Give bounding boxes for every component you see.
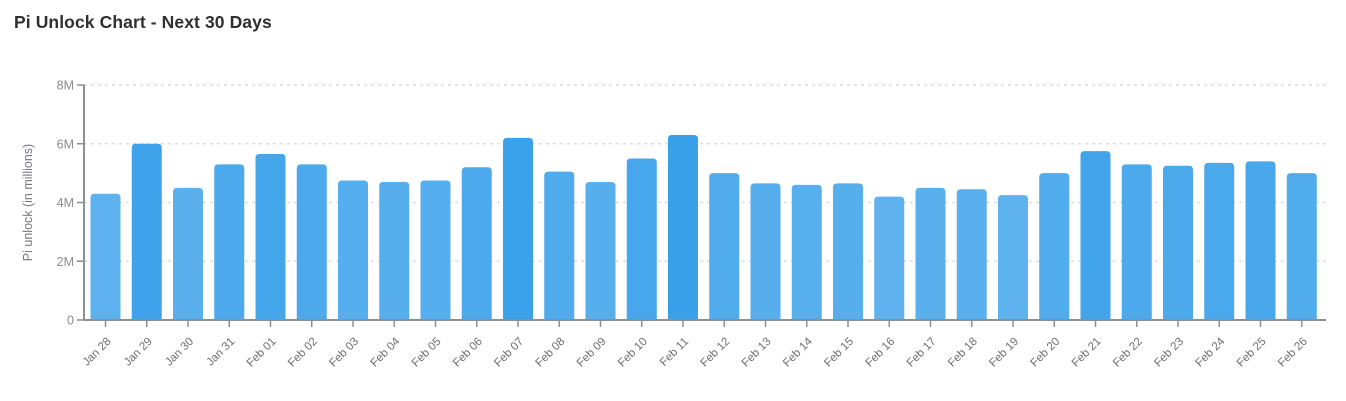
- x-tick-label-Feb-25: Feb 25: [1235, 336, 1269, 370]
- x-tick-label-Feb-11: Feb 11: [658, 336, 691, 369]
- x-tick-label-Feb-04: Feb 04: [369, 335, 403, 369]
- bar-Feb-03[interactable]: [338, 180, 368, 319]
- x-tick-label-Feb-15: Feb 15: [822, 336, 856, 370]
- bar-Feb-20[interactable]: [1039, 173, 1070, 319]
- x-tick-label-Feb-10: Feb 10: [616, 336, 650, 370]
- x-tick-label-Jan-28: Jan 28: [81, 336, 114, 369]
- chart-title: Pi Unlock Chart - Next 30 Days: [14, 12, 272, 32]
- bar-Feb-06[interactable]: [461, 167, 492, 319]
- bar-Jan-31[interactable]: [214, 164, 245, 319]
- bar-Feb-26[interactable]: [1286, 173, 1317, 319]
- x-tick-label-Feb-24: Feb 24: [1194, 335, 1228, 369]
- bar-Feb-05[interactable]: [420, 180, 451, 319]
- bar-Jan-30[interactable]: [173, 187, 203, 319]
- y-tick-label: 0: [67, 314, 74, 328]
- bar-Feb-25[interactable]: [1245, 161, 1276, 319]
- y-tick-label: 4M: [57, 196, 74, 210]
- x-tick-label-Feb-17: Feb 17: [905, 336, 939, 370]
- x-tick-label-Feb-22: Feb 22: [1111, 336, 1145, 370]
- bar-Feb-02[interactable]: [296, 164, 327, 319]
- x-tick-label-Feb-01: Feb 01: [245, 336, 279, 370]
- x-tick-label-Feb-21: Feb 21: [1070, 336, 1104, 370]
- x-tick-label-Feb-05: Feb 05: [410, 336, 444, 370]
- bar-Jan-28[interactable]: [90, 193, 121, 319]
- y-axis-title: Pi unlock (in millions): [21, 144, 35, 261]
- bar-Feb-22[interactable]: [1121, 164, 1152, 319]
- bar-Jan-29[interactable]: [131, 143, 162, 319]
- y-tick-label: 6M: [57, 137, 74, 151]
- y-tick-label: 2M: [57, 255, 74, 269]
- bar-Feb-23[interactable]: [1163, 165, 1193, 319]
- bar-Feb-14[interactable]: [791, 184, 822, 319]
- x-tick-label-Feb-06: Feb 06: [451, 336, 485, 370]
- bar-Feb-07[interactable]: [503, 137, 533, 319]
- bar-Feb-16[interactable]: [874, 196, 905, 319]
- x-tick-label-Jan-29: Jan 29: [122, 336, 155, 369]
- bar-Feb-17[interactable]: [915, 187, 946, 319]
- bar-Feb-15[interactable]: [833, 183, 863, 319]
- bar-Feb-18[interactable]: [956, 189, 987, 319]
- x-tick-label-Jan-30: Jan 30: [163, 336, 196, 369]
- x-tick-label-Jan-31: Jan 31: [204, 336, 237, 369]
- bar-Feb-04[interactable]: [379, 181, 410, 319]
- bar-Feb-24[interactable]: [1204, 162, 1235, 319]
- x-tick-label-Feb-26: Feb 26: [1276, 336, 1310, 370]
- x-tick-label-Feb-19: Feb 19: [987, 336, 1021, 370]
- x-tick-label-Feb-23: Feb 23: [1152, 336, 1186, 370]
- bar-Feb-10[interactable]: [626, 158, 657, 319]
- x-tick-label-Feb-18: Feb 18: [946, 336, 980, 370]
- bar-Feb-12[interactable]: [709, 173, 740, 319]
- x-tick-label-Feb-12: Feb 12: [699, 336, 733, 370]
- x-tick-label-Feb-13: Feb 13: [740, 336, 774, 370]
- x-tick-label-Feb-09: Feb 09: [575, 336, 609, 370]
- x-tick-label-Feb-16: Feb 16: [864, 336, 898, 370]
- bar-Feb-11[interactable]: [668, 134, 698, 319]
- bar-Feb-13[interactable]: [750, 183, 781, 319]
- x-tick-label-Feb-02: Feb 02: [286, 336, 320, 370]
- bar-Feb-19[interactable]: [998, 195, 1028, 319]
- x-tick-label-Feb-03: Feb 03: [327, 336, 361, 370]
- y-tick-label: 8M: [57, 79, 74, 93]
- x-tick-label-Feb-14: Feb 14: [781, 335, 815, 369]
- bar-Feb-01[interactable]: [255, 154, 286, 319]
- bar-Feb-08[interactable]: [544, 171, 575, 319]
- x-tick-label-Feb-07: Feb 07: [492, 336, 526, 370]
- bar-Feb-21[interactable]: [1080, 151, 1111, 319]
- x-tick-label-Feb-08: Feb 08: [534, 336, 568, 370]
- x-tick-label-Feb-20: Feb 20: [1029, 336, 1063, 370]
- bar-Feb-09[interactable]: [585, 181, 616, 319]
